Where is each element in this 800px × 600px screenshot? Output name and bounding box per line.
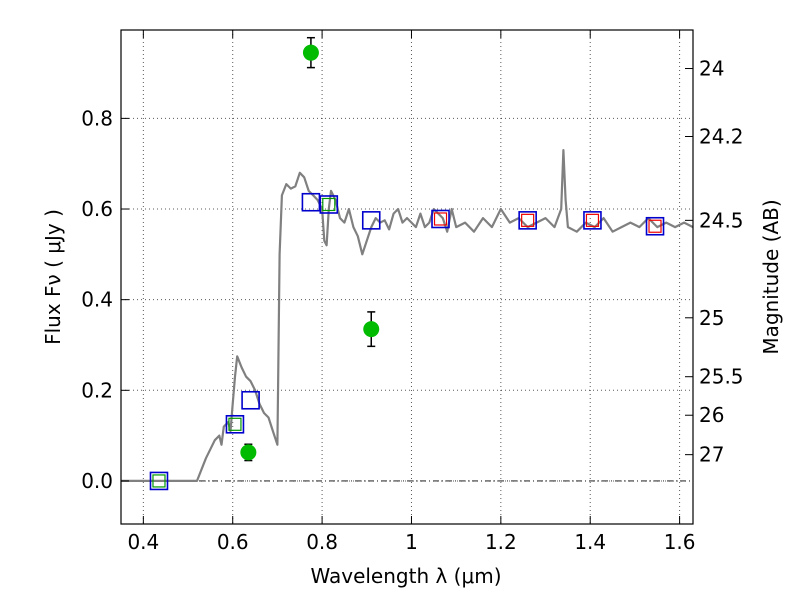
model-photometry-square [301, 192, 321, 212]
observed-flux-point [363, 321, 380, 338]
right-axis-tick-label: 24.2 [699, 125, 744, 149]
model-photometry-square [319, 195, 339, 214]
model-photometry-inner-square [648, 219, 662, 233]
x-axis-title: Wavelength λ (μm) [310, 564, 501, 588]
y-tick-label: 0.4 [81, 288, 113, 312]
x-tick-label: 1.6 [664, 530, 696, 554]
model-photometry-square [645, 216, 665, 236]
model-photometry-inner-square [433, 212, 448, 226]
grid-layer [121, 30, 693, 524]
model-photometry-square [149, 471, 169, 491]
model-photometry-inner-square [521, 213, 535, 227]
sed-model-line [121, 149, 694, 482]
model-photometry-square [583, 211, 602, 230]
model-photometry-square [225, 414, 245, 434]
y-tick-label: 0.2 [81, 378, 113, 402]
x-tick-label: 1.2 [485, 530, 517, 554]
model-photometry-square [241, 390, 260, 410]
model-photometry-square [361, 211, 381, 230]
model-photometry-inner-square [152, 474, 166, 488]
y-tick-label: 0.6 [81, 197, 113, 221]
model-photometry-square [518, 211, 537, 230]
model-photometry-inner-square [585, 213, 600, 227]
y-tick-label: 0.8 [81, 106, 113, 130]
observed-flux-point [240, 444, 257, 461]
model-photometry-inner-square [228, 417, 242, 431]
x-tick-label: 1.4 [574, 530, 606, 554]
tick-layer: 0.4 0.6 0.8 1 1.2 1.4 1.6 0.0 0.2 0.4 0.6 0.8 24 24.2… [81, 30, 744, 554]
right-axis-title: Magnitude (AB) [759, 199, 783, 354]
right-axis-tick-label: 24.5 [699, 208, 744, 232]
model-photometry-inner-square [322, 197, 336, 212]
observed-flux-point [302, 44, 319, 61]
x-tick-label: 0.4 [127, 530, 159, 554]
y-tick-label: 0.0 [81, 469, 113, 493]
model-photometry-square [431, 209, 450, 229]
right-axis-tick-label: 25 [699, 306, 724, 330]
data-layer [121, 36, 694, 491]
x-tick-label: 0.8 [306, 530, 338, 554]
x-tick-label: 1 [405, 530, 418, 554]
right-axis-tick-label: 27 [699, 443, 724, 467]
right-axis-tick-label: 25.5 [699, 365, 744, 389]
y-axis-title: Flux Fν ( μJy ) [41, 209, 65, 345]
right-axis-tick-label: 26 [699, 403, 724, 427]
right-axis-tick-label: 24 [699, 57, 724, 81]
plot-frame [120, 29, 694, 525]
x-tick-label: 0.6 [217, 530, 249, 554]
